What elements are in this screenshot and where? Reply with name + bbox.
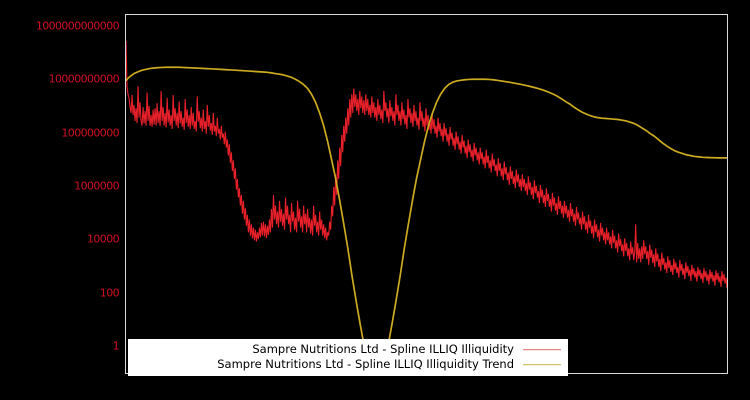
series-line-illiquidity-trend [126,66,727,373]
y-tick-label: 10000 [87,232,120,246]
y-tick-label: 10000000000 [48,72,120,86]
y-tick-label: 1000000000000 [35,19,120,33]
series-line-illiquidity [126,40,727,289]
y-tick-label: 1 [112,339,120,353]
legend-label-illiquidity-trend: Sampre Nutritions Ltd - Spline ILLIQ Ill… [217,357,514,371]
legend-entry-illiquidity: Sampre Nutritions Ltd - Spline ILLIQ Ill… [133,342,563,357]
plot-area [125,14,728,374]
legend-swatch-illiquidity-trend [523,359,561,370]
plot-svg [126,40,727,373]
legend-entry-illiquidity-trend: Sampre Nutritions Ltd - Spline ILLIQ Ill… [133,357,563,372]
y-tick-label: 100000000 [61,126,119,140]
legend-label-illiquidity: Sampre Nutritions Ltd - Spline ILLIQ Ill… [252,342,514,356]
legend-swatch-illiquidity [523,344,561,355]
chart-legend: Sampre Nutritions Ltd - Spline ILLIQ Ill… [128,339,568,376]
y-tick-label: 100 [99,286,120,300]
y-axis: 1000000000000 10000000000 100000000 1000000… [0,0,125,400]
y-tick-label: 1000000 [74,179,119,193]
